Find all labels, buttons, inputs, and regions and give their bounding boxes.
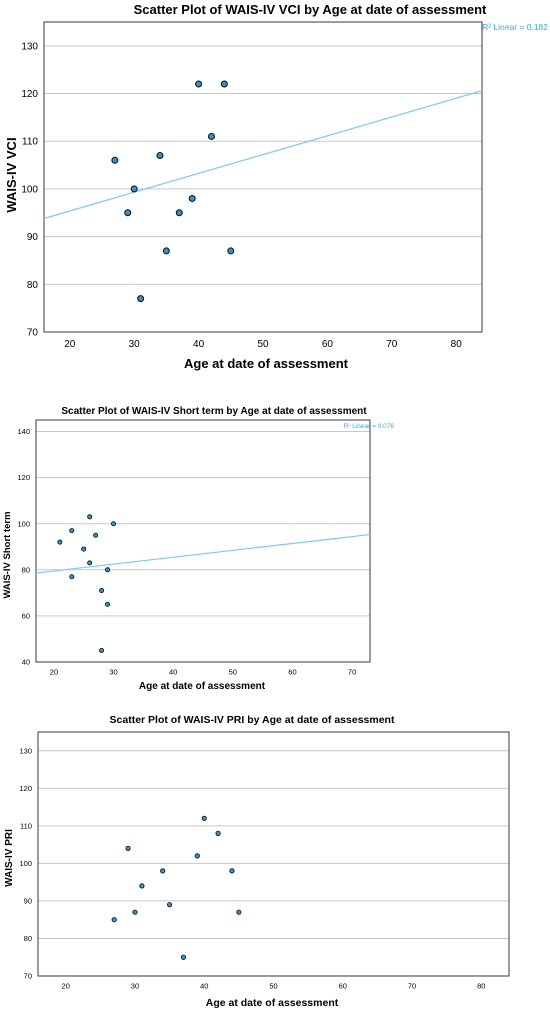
- vci-scatter-svg: Scatter Plot of WAIS-IV VCI by Age at da…: [4, 2, 548, 371]
- data-point: [137, 295, 145, 303]
- pri-scatter-svg: Scatter Plot of WAIS-IV PRI by Age at da…: [4, 714, 510, 1009]
- data-point: [220, 80, 228, 88]
- data-point: [124, 209, 132, 217]
- r2-linear-label: R² Linear = 0.182: [482, 22, 548, 32]
- y-tick-label: 130: [21, 41, 38, 52]
- y-tick-label: 80: [27, 280, 39, 291]
- data-point: [69, 574, 75, 580]
- data-point: [215, 830, 221, 836]
- x-tick-label: 50: [229, 668, 237, 677]
- x-tick-label: 30: [109, 668, 117, 677]
- data-point: [87, 514, 93, 520]
- x-tick-label: 60: [322, 339, 334, 350]
- chart-title: Scatter Plot of WAIS-IV VCI by Age at da…: [134, 2, 487, 17]
- y-tick-label: 70: [24, 972, 32, 981]
- x-tick-label: 20: [64, 339, 76, 350]
- y-tick-label: 70: [27, 328, 39, 339]
- x-axis-label: Age at date of assessment: [206, 997, 339, 1009]
- x-tick-label: 70: [386, 339, 398, 350]
- x-tick-label: 50: [269, 982, 277, 991]
- data-point: [87, 560, 93, 566]
- chart-title: Scatter Plot of WAIS-IV Short term by Ag…: [61, 406, 367, 417]
- y-tick-label: 80: [24, 934, 32, 943]
- y-tick-label: 100: [21, 184, 38, 195]
- y-tick-label: 40: [22, 658, 30, 667]
- data-point: [229, 868, 235, 874]
- data-point: [99, 588, 105, 594]
- y-tick-label: 90: [24, 897, 32, 906]
- data-point: [139, 883, 145, 889]
- data-point: [99, 647, 105, 653]
- y-tick-label: 80: [22, 565, 30, 574]
- linear-fit-line: [43, 90, 483, 220]
- y-tick-label: 120: [21, 89, 38, 100]
- y-axis-label: WAIS-IV VCI: [4, 137, 19, 212]
- r2-linear-label: R² Linear = 0.076: [344, 423, 395, 430]
- data-point: [111, 156, 119, 164]
- x-tick-label: 60: [288, 668, 296, 677]
- data-point: [93, 532, 99, 538]
- data-point: [105, 567, 111, 573]
- data-point: [201, 815, 207, 821]
- x-tick-label: 30: [131, 982, 139, 991]
- x-tick-label: 20: [50, 668, 58, 677]
- x-tick-label: 50: [257, 339, 269, 350]
- plot-frame: [35, 419, 371, 663]
- y-tick-label: 60: [22, 612, 30, 621]
- x-axis-label: Age at date of assessment: [184, 356, 349, 371]
- data-point: [125, 845, 131, 851]
- data-point: [81, 546, 87, 552]
- data-point: [188, 194, 196, 202]
- y-axis-label: WAIS-IV PRI: [4, 829, 15, 887]
- data-point: [227, 247, 235, 255]
- data-point: [195, 80, 203, 88]
- y-axis-label: WAIS-IV Short term: [2, 511, 13, 598]
- data-point: [105, 601, 111, 607]
- plot-frame: [43, 21, 483, 333]
- data-point: [156, 152, 164, 160]
- y-tick-label: 130: [19, 746, 32, 755]
- y-tick-label: 100: [17, 519, 30, 528]
- x-tick-label: 70: [408, 982, 416, 991]
- y-tick-label: 120: [19, 784, 32, 793]
- x-tick-label: 30: [129, 339, 141, 350]
- x-axis-label: Age at date of assessment: [139, 681, 266, 692]
- data-point: [180, 954, 187, 960]
- x-tick-label: 40: [200, 982, 208, 991]
- y-tick-label: 90: [27, 232, 39, 243]
- x-tick-label: 20: [62, 982, 70, 991]
- chart-title: Scatter Plot of WAIS-IV PRI by Age at da…: [110, 714, 395, 726]
- x-tick-label: 80: [451, 339, 463, 350]
- x-tick-label: 40: [169, 668, 177, 677]
- plot-frame: [37, 731, 510, 977]
- y-tick-label: 140: [17, 427, 30, 436]
- pri-scatter-chart: Scatter Plot of WAIS-IV PRI by Age at da…: [0, 708, 550, 1012]
- y-tick-label: 110: [22, 137, 38, 148]
- data-point: [162, 247, 170, 255]
- data-point: [69, 528, 75, 534]
- y-tick-label: 100: [19, 859, 32, 868]
- data-point: [111, 917, 117, 923]
- vci-scatter-chart: Scatter Plot of WAIS-IV VCI by Age at da…: [0, 0, 550, 375]
- data-point: [57, 539, 63, 545]
- x-tick-label: 60: [339, 982, 347, 991]
- data-point: [207, 132, 215, 140]
- data-point: [175, 209, 183, 217]
- data-point: [130, 185, 138, 193]
- linear-fit-line: [35, 533, 371, 574]
- x-tick-label: 80: [477, 982, 485, 991]
- short-term-scatter-svg: Scatter Plot of WAIS-IV Short term by Ag…: [2, 406, 395, 692]
- data-point: [132, 909, 138, 915]
- x-tick-label: 40: [193, 339, 205, 350]
- y-tick-label: 120: [17, 473, 30, 482]
- short-term-scatter-chart: Scatter Plot of WAIS-IV Short term by Ag…: [0, 400, 550, 700]
- x-tick-label: 70: [348, 668, 356, 677]
- y-tick-label: 110: [20, 821, 32, 830]
- data-point: [194, 853, 200, 859]
- data-point: [167, 902, 173, 908]
- data-point: [111, 521, 117, 527]
- data-point: [236, 909, 242, 915]
- data-point: [160, 868, 166, 874]
